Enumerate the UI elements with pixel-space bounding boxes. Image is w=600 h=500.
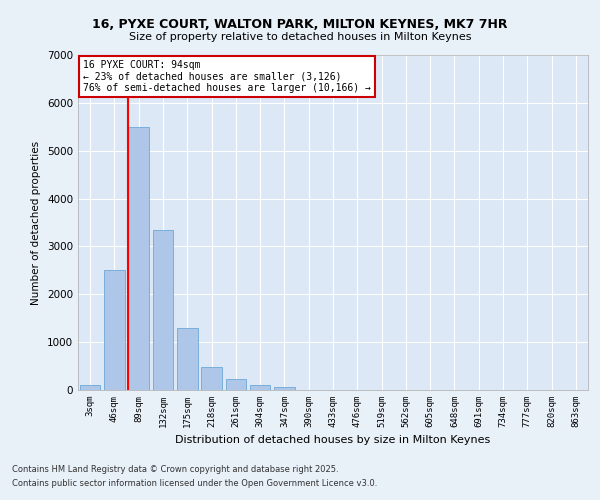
Text: Contains public sector information licensed under the Open Government Licence v3: Contains public sector information licen… [12,479,377,488]
Y-axis label: Number of detached properties: Number of detached properties [31,140,41,304]
Bar [274,387,295,390]
Bar [152,230,173,390]
Bar [201,367,222,390]
Bar [250,385,271,390]
Bar [226,380,246,390]
Bar [177,328,197,390]
Text: Contains HM Land Registry data © Crown copyright and database right 2025.: Contains HM Land Registry data © Crown c… [12,466,338,474]
X-axis label: Distribution of detached houses by size in Milton Keynes: Distribution of detached houses by size … [175,436,491,446]
Bar [104,270,125,390]
Text: Size of property relative to detached houses in Milton Keynes: Size of property relative to detached ho… [129,32,471,42]
Text: 16 PYXE COURT: 94sqm
← 23% of detached houses are smaller (3,126)
76% of semi-de: 16 PYXE COURT: 94sqm ← 23% of detached h… [83,60,371,93]
Bar [128,127,149,390]
Bar [80,385,100,390]
Text: 16, PYXE COURT, WALTON PARK, MILTON KEYNES, MK7 7HR: 16, PYXE COURT, WALTON PARK, MILTON KEYN… [92,18,508,30]
